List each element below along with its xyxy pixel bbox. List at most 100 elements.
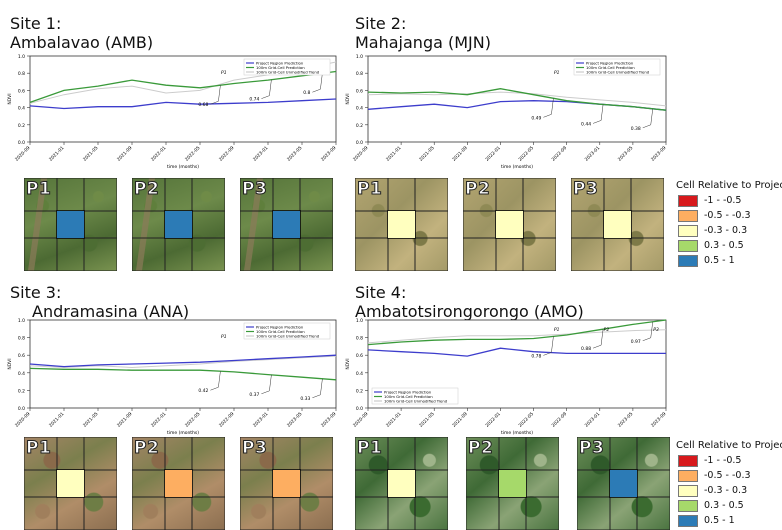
highlighted-cell — [57, 211, 84, 238]
chart-site1-svg: 0.0 0.2 0.4 0.6 0.8 1.0 NDVI 2020-09 2021-01 2021… — [7, 54, 338, 170]
period-label: P1 — [554, 327, 560, 333]
y-tick-label: 0.8 — [18, 336, 25, 342]
x-tick-label: 2022-01 — [484, 145, 502, 163]
x-tick-label: 2022-05 — [184, 145, 202, 163]
site1-title: Site 1: Ambalavao (AMB) — [10, 14, 153, 52]
period-tile-label: P3 — [572, 179, 599, 200]
x-tick-label: 2023-05 — [286, 145, 304, 163]
x-tick-label: 2020-09 — [352, 411, 370, 429]
legend-item: -0.5 - -0.3 — [676, 209, 782, 224]
x-tick-label: 2021-05 — [418, 411, 436, 429]
satellite-tile-mjn-p2: P2 — [463, 178, 556, 271]
x-tick-label: 2023-01 — [584, 145, 602, 163]
site4-title: Site 4: Ambatotsirongorongo (AMO) — [355, 283, 584, 321]
period-label: P2 — [604, 327, 610, 333]
legend-item-label: -0.5 - -0.3 — [704, 210, 751, 221]
x-tick-label: 2022-05 — [517, 411, 535, 429]
site1-heading: Site 1: — [10, 14, 62, 33]
chart-site2-svg: 0.0 0.2 0.4 0.6 0.8 1.0 NDVI 2020-09 2021-01 2021… — [345, 54, 668, 170]
x-tick-label: 2023-09 — [320, 145, 338, 163]
legend-item: -1 - -0.5 — [676, 194, 782, 209]
satellite-tile-amo-p3: P3 — [577, 437, 670, 530]
site3-heading: Site 3: — [10, 283, 62, 302]
satellite-tile-amb-p1: P1 — [24, 178, 117, 271]
y-tick-label: 1.0 — [356, 318, 363, 324]
legend-swatch — [678, 485, 698, 497]
annotation-leader — [261, 374, 272, 395]
site4-heading: Site 4: — [355, 283, 407, 302]
y-tick-label: 0.4 — [356, 106, 363, 112]
x-tick-label: 2023-05 — [286, 411, 304, 429]
satellite-tile-ana-p3: P3 — [240, 437, 333, 530]
legend-entry: 100m Grid-Cell Prediction — [384, 394, 433, 399]
x-tick-label: 2023-05 — [617, 411, 635, 429]
x-tick-label: 2023-09 — [320, 411, 338, 429]
y-tick-label: 0.8 — [356, 336, 363, 342]
y-tick-label: 0.6 — [18, 88, 25, 94]
legend-entry: 100m Grid-Cell Unmodified Trend — [256, 334, 320, 339]
y-tick-label: 0.2 — [356, 388, 363, 394]
legend-item: -0.5 - -0.3 — [676, 469, 782, 484]
annotation-label: 0.8 — [303, 90, 310, 96]
x-tick-label: 2021-05 — [82, 145, 100, 163]
series-line-grid-cell — [367, 88, 667, 111]
x-tick-label: 2020-09 — [14, 145, 32, 163]
annotation-leader — [312, 73, 323, 93]
x-axis-label: time (months) — [167, 430, 199, 436]
annotation-leader — [312, 378, 323, 399]
satellite-tile-ana-p2: P2 — [132, 437, 225, 530]
annotation-label: 0.44 — [581, 121, 591, 127]
annotation-label: 0.37 — [249, 392, 259, 398]
legend-item-label: 0.5 - 1 — [704, 255, 735, 266]
period-tile-label: P3 — [241, 179, 268, 200]
annotation-label: 0.33 — [300, 396, 310, 402]
x-tick-label: 2023-01 — [252, 145, 270, 163]
y-tick-label: 0.0 — [18, 406, 25, 412]
legend-swatch — [678, 470, 698, 482]
period-tile-label: P3 — [241, 438, 268, 459]
legend-item: 0.5 - 1 — [676, 254, 782, 269]
period-tile-label: P2 — [467, 438, 494, 459]
period-label: P1 — [221, 334, 227, 340]
chart-legend-box — [573, 58, 661, 76]
y-tick-label: 0.6 — [356, 88, 363, 94]
satellite-tile-mjn-p3: P3 — [571, 178, 664, 271]
annotation-label: 0.78 — [531, 353, 541, 359]
x-tick-label: 2021-09 — [116, 411, 134, 429]
satellite-tile-mjn-p1: P1 — [355, 178, 448, 271]
series-line-project-region — [29, 98, 337, 110]
chart-legend-box — [243, 322, 331, 340]
highlighted-cell — [499, 470, 526, 497]
y-tick-label: 1.0 — [18, 54, 25, 60]
legend-title: Cell Relative to Project — [676, 440, 782, 451]
x-tick-label: 2021-09 — [451, 145, 469, 163]
site2-name: Mahajanga (MJN) — [355, 33, 491, 52]
site3-name: Andramasina (ANA) — [32, 302, 190, 321]
period-label: P3 — [653, 327, 659, 333]
site2-title: Site 2: Mahajanga (MJN) — [355, 14, 491, 52]
y-axis-label: NDVI — [345, 93, 351, 104]
legend-entry: Project Region Prediction — [256, 61, 304, 66]
period-tile-label: P2 — [464, 179, 491, 200]
y-axis-label: NDVI — [7, 93, 13, 104]
series-line-grid-cell — [367, 319, 667, 346]
legend-swatch — [678, 500, 698, 512]
legend-item: 0.5 - 1 — [676, 514, 782, 529]
legend-item-label: -0.5 - -0.3 — [704, 470, 751, 481]
annotation-leader — [210, 371, 221, 391]
y-tick-label: 1.0 — [18, 318, 25, 324]
highlighted-cell — [388, 211, 415, 238]
legend-swatch — [678, 210, 698, 222]
annotation-label: 0.74 — [249, 97, 259, 103]
period-label: P1 — [554, 70, 560, 76]
y-tick-label: 1.0 — [356, 54, 363, 60]
series-line-unmodified-trend — [29, 355, 337, 369]
y-axis-label: NDVI — [7, 358, 13, 369]
series-line-unmodified-trend — [367, 329, 667, 344]
y-tick-label: 0.2 — [18, 388, 25, 394]
satellite-tile-amo-p2: P2 — [466, 437, 559, 530]
x-tick-label: 2022-01 — [484, 411, 502, 429]
legend-entry: 100m Grid-Cell Unmodified Trend — [586, 70, 650, 75]
